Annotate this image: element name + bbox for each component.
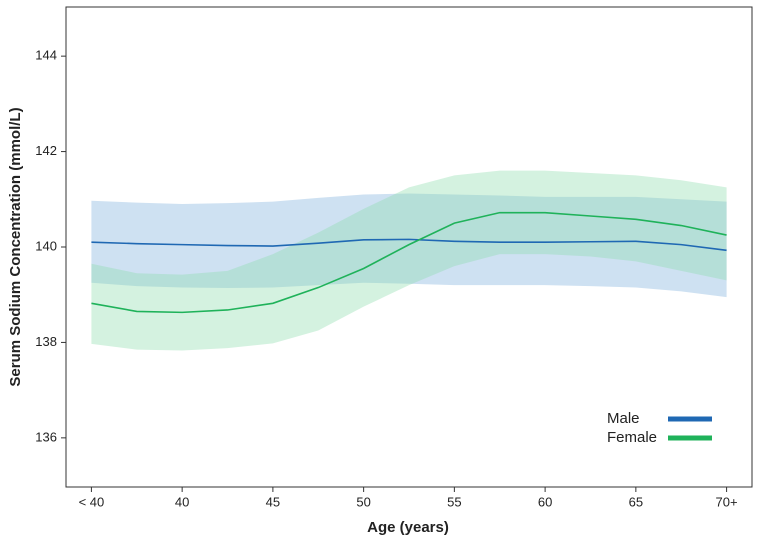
y-tick-label: 136 xyxy=(35,429,57,444)
x-tick-label: 50 xyxy=(356,494,370,509)
y-tick-label: 138 xyxy=(35,334,57,349)
y-tick-label: 140 xyxy=(35,238,57,253)
y-tick-label: 142 xyxy=(35,143,57,158)
y-axis-title: Serum Sodium Concentration (mmol/L) xyxy=(7,107,24,386)
x-tick-label: 65 xyxy=(629,494,643,509)
x-tick-label: 40 xyxy=(175,494,189,509)
series-line xyxy=(91,238,727,252)
x-tick-label: 70+ xyxy=(716,494,738,509)
x-axis-title: Age (years) xyxy=(367,519,449,536)
confidence-band xyxy=(91,170,727,351)
x-tick-label: < 40 xyxy=(79,494,105,509)
x-tick-label: 60 xyxy=(538,494,552,509)
x-tick-label: 45 xyxy=(266,494,280,509)
series-line xyxy=(91,211,727,314)
y-tick-label: 144 xyxy=(35,48,57,63)
x-tick-label: 55 xyxy=(447,494,461,509)
legend-label: Female xyxy=(607,429,657,446)
legend-label: Male xyxy=(607,410,640,427)
